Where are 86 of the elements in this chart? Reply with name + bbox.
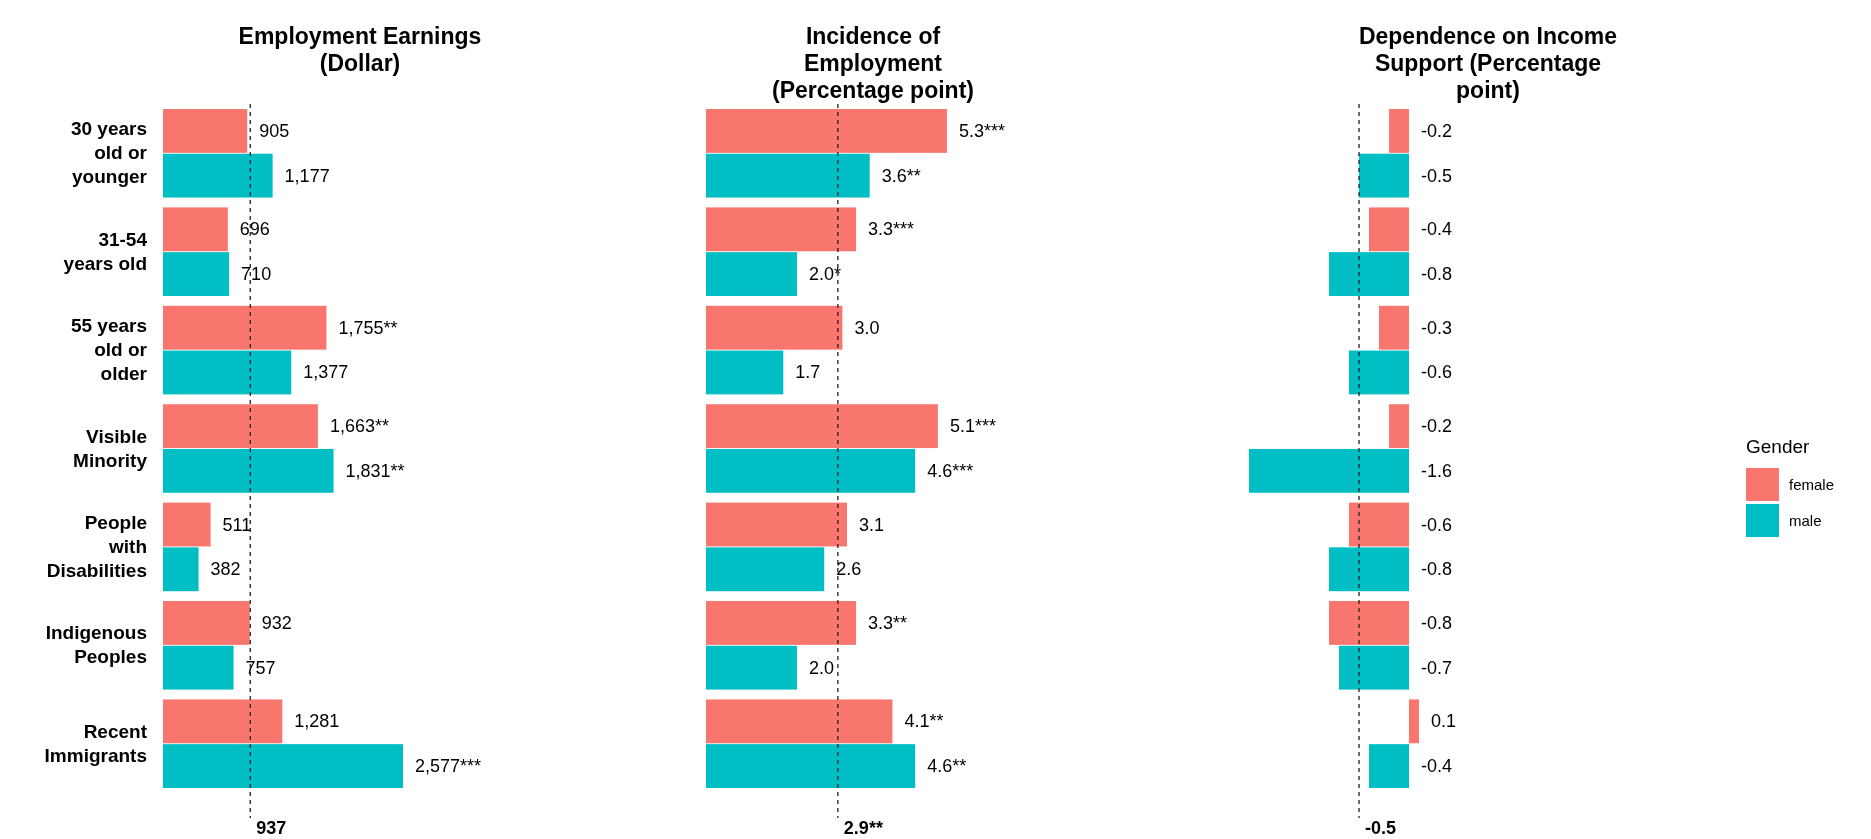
legend-title: Gender (1746, 436, 1811, 457)
bar (163, 305, 327, 350)
data-label: 710 (241, 264, 272, 285)
data-label: -0.2 (1421, 120, 1453, 141)
y-tick-label: 31-54 years old (63, 228, 148, 274)
bar (706, 350, 784, 395)
text: Dependence on Income Support (Percentage point) (1358, 23, 1618, 103)
data-label: 696 (239, 219, 270, 240)
data-label: -0.8 (1421, 612, 1453, 633)
bar (706, 153, 870, 198)
data-label: -0.2 (1421, 416, 1453, 437)
data-label: 3.3*** (868, 219, 915, 240)
bar (706, 601, 857, 645)
bar (163, 252, 230, 296)
y-tick-label: 30 years old or younger (70, 118, 148, 188)
bar (163, 404, 318, 449)
data-label: -0.4 (1421, 219, 1453, 240)
data-label: -1.6 (1421, 460, 1453, 481)
data-label: -0.4 (1421, 756, 1453, 777)
bar (163, 645, 234, 690)
bar (163, 350, 292, 395)
data-label: -0.5 (1421, 165, 1453, 186)
data-label: 757 (245, 657, 276, 678)
data-label: 1,281 (294, 711, 340, 732)
ref-line-label: -0.5 (1365, 818, 1397, 838)
bar (706, 502, 847, 547)
data-label: 4.6** (927, 756, 967, 777)
y-tick-label: 55 years old or older (70, 315, 148, 385)
data-label: 2.0* (808, 264, 841, 285)
bar (706, 699, 893, 744)
chart-title: Incidence of Employment (Percentage point) (772, 23, 974, 103)
bar (706, 645, 797, 690)
bar (163, 744, 403, 788)
bar (706, 744, 916, 788)
legend-label: male (1789, 512, 1822, 529)
data-label: -0.8 (1421, 559, 1453, 580)
bar (706, 404, 938, 449)
data-label: 905 (259, 120, 290, 141)
data-label: 1,377 (303, 362, 349, 383)
data-label: -0.8 (1421, 264, 1453, 285)
data-label: -0.6 (1421, 514, 1453, 535)
ref-line-label: 937 (256, 818, 287, 838)
data-label: 3.0 (854, 317, 880, 338)
ref-line-label: 2.9** (843, 818, 883, 838)
data-label: 2,577*** (415, 756, 482, 777)
data-label: 0.1 (1431, 711, 1457, 732)
data-label: -0.7 (1421, 657, 1453, 678)
data-label: 3.3** (868, 612, 908, 633)
bar (706, 305, 843, 350)
y-tick-label: Visible Minority (73, 425, 148, 471)
y-tick-label: People with Disabilities (46, 511, 147, 581)
data-label: 3.6** (881, 165, 921, 186)
y-tick-label: Recent Immigrants (44, 720, 148, 766)
chart-title: Employment Earnings (Dollar) (238, 23, 482, 76)
data-label: 932 (261, 612, 292, 633)
data-label: 4.6*** (927, 460, 974, 481)
data-label: 1.7 (795, 362, 821, 383)
data-label: 1,663** (329, 416, 389, 437)
bar (163, 153, 273, 198)
bar (163, 699, 283, 744)
bar (706, 547, 825, 592)
bar (706, 207, 857, 252)
bar (163, 109, 248, 153)
bar (163, 601, 250, 645)
data-label: 5.3*** (959, 120, 1006, 141)
data-label: 1,177 (284, 165, 330, 186)
data-label: 511 (222, 514, 252, 535)
bar (706, 448, 916, 493)
data-label: 1,755** (338, 317, 398, 338)
data-label: 1,831** (345, 460, 405, 481)
data-label: 2.0 (808, 657, 834, 678)
bar (706, 252, 797, 296)
data-label: 3.1 (858, 514, 884, 535)
bar (163, 502, 211, 547)
bar (163, 547, 199, 592)
data-label: -0.3 (1421, 317, 1453, 338)
bar (706, 109, 947, 153)
bar (163, 207, 228, 252)
bar (163, 448, 334, 493)
data-label: -0.6 (1421, 362, 1453, 383)
data-label: 4.1** (904, 711, 944, 732)
legend-label: female (1789, 476, 1835, 493)
data-label: 382 (210, 559, 241, 580)
y-tick-label: Indigenous Peoples (45, 622, 147, 668)
data-label: 5.1*** (949, 416, 996, 437)
data-label: 2.6 (836, 559, 862, 580)
